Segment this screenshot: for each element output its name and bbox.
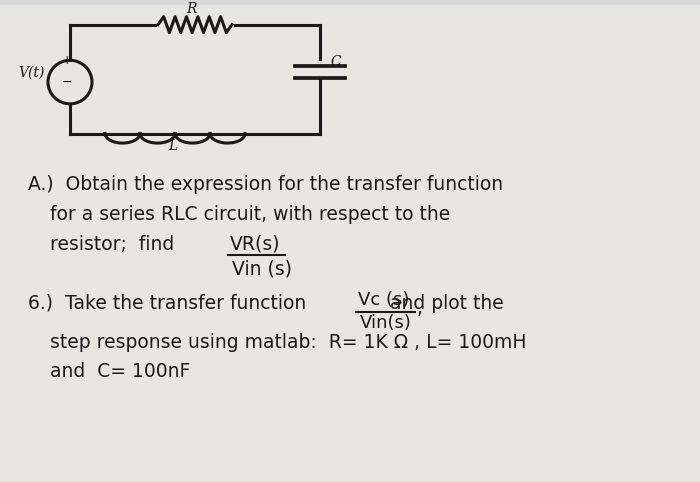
Text: step response using matlab:  R= 1K Ω , L= 100mH: step response using matlab: R= 1K Ω , L=…	[50, 333, 526, 351]
Text: 6.)  Take the transfer function: 6.) Take the transfer function	[28, 294, 307, 313]
FancyBboxPatch shape	[0, 5, 700, 482]
Text: −: −	[62, 76, 73, 89]
Text: and plot the: and plot the	[390, 294, 504, 313]
Text: resistor;  find: resistor; find	[50, 235, 186, 254]
Text: ,: ,	[416, 299, 422, 318]
Text: Vin(s): Vin(s)	[360, 314, 412, 332]
Text: Vin (s): Vin (s)	[232, 260, 292, 279]
Text: R: R	[186, 2, 197, 16]
Text: for a series RLC circuit, with respect to the: for a series RLC circuit, with respect t…	[50, 205, 450, 224]
Text: A.)  Obtain the expression for the transfer function: A.) Obtain the expression for the transf…	[28, 175, 503, 194]
Text: and  C= 100nF: and C= 100nF	[50, 362, 190, 381]
Text: Vc (s): Vc (s)	[358, 291, 409, 309]
Text: V(t): V(t)	[18, 66, 44, 80]
Text: VR(s): VR(s)	[230, 235, 281, 254]
Text: C: C	[330, 55, 341, 69]
Text: +: +	[62, 54, 73, 67]
Text: L: L	[168, 139, 177, 153]
